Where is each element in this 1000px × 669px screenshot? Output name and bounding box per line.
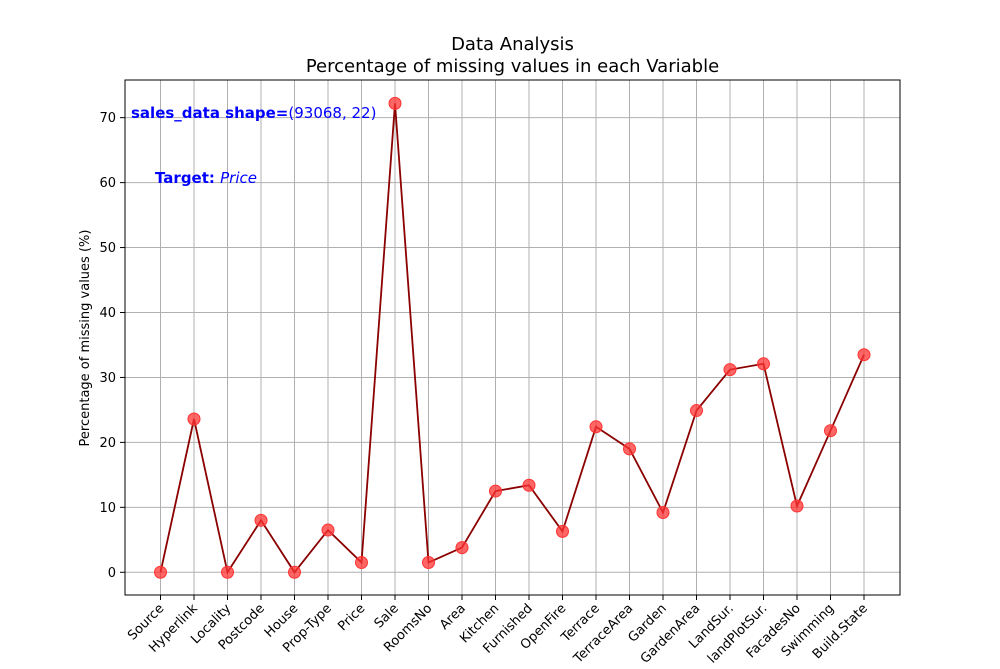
series-line [159, 103, 865, 575]
y-axis-ticks: 0 10 20 30 40 50 60 70 [99, 111, 125, 581]
data-point-marker [355, 556, 368, 570]
y-tick-label: 70 [99, 111, 116, 126]
shape-annotation-value: (93068, 22) [288, 104, 376, 122]
y-tick-label: 30 [99, 371, 116, 386]
data-point-marker [154, 565, 167, 579]
data-point-marker [623, 442, 636, 456]
data-point-marker [254, 513, 268, 527]
y-tick-label: 60 [99, 176, 116, 191]
target-annotation-label: Target: [155, 169, 220, 187]
data-point-marker [221, 565, 234, 579]
y-tick-label: 0 [108, 566, 116, 581]
data-point-marker [857, 348, 871, 362]
data-point-marker [556, 524, 569, 538]
data-point-marker [388, 96, 402, 110]
shape-annotation-label: sales_data shape= [131, 104, 288, 122]
x-tick-label: Price [335, 601, 368, 634]
x-tick-label: Sale [372, 601, 402, 631]
y-axis-label: Percentage of missing values (%) [78, 230, 93, 447]
data-point-marker [321, 523, 335, 537]
series-layer [159, 103, 865, 575]
data-point-marker [522, 478, 536, 492]
chart-title: Data Analysis [451, 34, 574, 55]
data-point-marker [455, 541, 469, 555]
data-point-marker [790, 499, 804, 513]
marker-layer [154, 96, 871, 579]
data-point-marker [656, 506, 670, 520]
data-point-marker [723, 363, 737, 377]
y-tick-label: 40 [99, 306, 116, 321]
data-point-marker [757, 357, 770, 371]
data-point-marker [288, 565, 301, 579]
chart-subtitle: Percentage of missing values in each Var… [306, 56, 719, 77]
shape-annotation: sales_data shape=(93068, 22) [131, 104, 376, 122]
data-point-marker [187, 412, 201, 426]
data-point-marker [422, 556, 435, 570]
x-axis-ticks: SourceHyperlinkLocalityPostcodeHouseProp… [125, 595, 871, 667]
data-point-marker [489, 484, 502, 498]
target-annotation: Target: Price [155, 169, 257, 187]
grid-layer [125, 80, 900, 595]
data-point-marker [824, 424, 837, 438]
data-point-marker [690, 404, 703, 418]
y-tick-label: 50 [99, 241, 116, 256]
plot-area-frame [124, 79, 901, 596]
y-tick-label: 20 [99, 436, 116, 451]
y-tick-label: 10 [99, 501, 116, 516]
data-point-marker [589, 420, 603, 434]
target-annotation-value: Price [220, 169, 257, 187]
